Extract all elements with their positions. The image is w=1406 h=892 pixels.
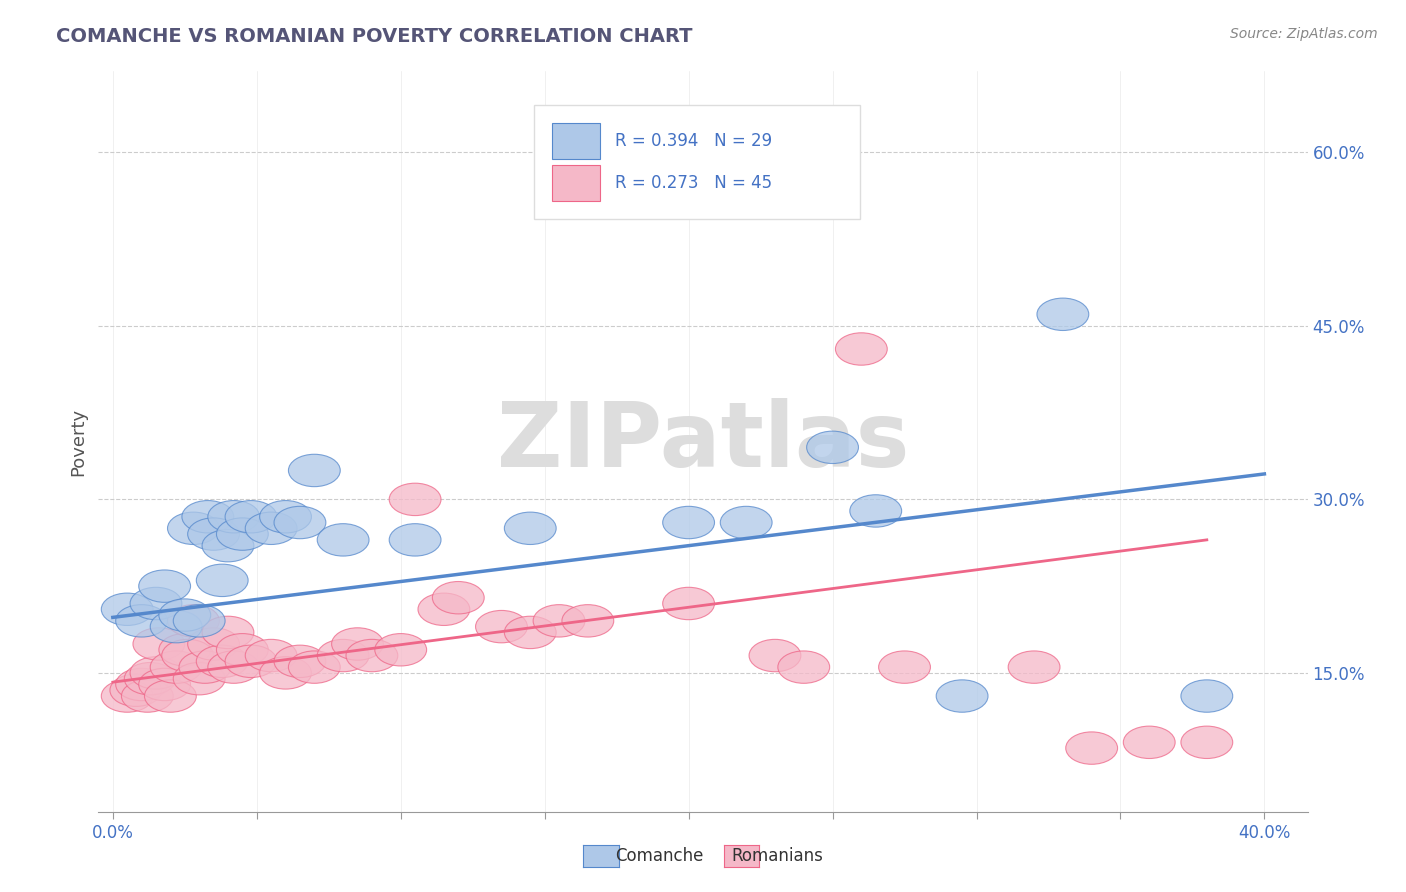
Ellipse shape [217, 633, 269, 666]
Ellipse shape [505, 616, 557, 648]
Ellipse shape [217, 518, 269, 550]
Ellipse shape [849, 495, 901, 527]
Ellipse shape [134, 628, 184, 660]
Ellipse shape [749, 640, 801, 672]
Ellipse shape [131, 587, 181, 620]
Text: Comanche: Comanche [614, 847, 703, 865]
Ellipse shape [124, 663, 176, 695]
Ellipse shape [318, 524, 368, 556]
Ellipse shape [173, 605, 225, 637]
Ellipse shape [1123, 726, 1175, 758]
Ellipse shape [150, 610, 202, 643]
Text: R = 0.273   N = 45: R = 0.273 N = 45 [614, 174, 772, 192]
Ellipse shape [245, 512, 297, 544]
Ellipse shape [101, 593, 153, 625]
Ellipse shape [389, 483, 441, 516]
Ellipse shape [288, 651, 340, 683]
Ellipse shape [1038, 298, 1088, 331]
Ellipse shape [202, 530, 254, 562]
Ellipse shape [662, 507, 714, 539]
Ellipse shape [159, 633, 211, 666]
Ellipse shape [562, 605, 614, 637]
Ellipse shape [662, 587, 714, 620]
Ellipse shape [121, 680, 173, 712]
Ellipse shape [110, 674, 162, 706]
Ellipse shape [1008, 651, 1060, 683]
Ellipse shape [533, 605, 585, 637]
Ellipse shape [187, 518, 239, 550]
Ellipse shape [274, 645, 326, 678]
Ellipse shape [375, 633, 426, 666]
Ellipse shape [115, 668, 167, 701]
Text: Romanians: Romanians [731, 847, 823, 865]
Ellipse shape [389, 524, 441, 556]
Ellipse shape [150, 651, 202, 683]
Ellipse shape [179, 651, 231, 683]
Ellipse shape [245, 640, 297, 672]
Ellipse shape [475, 610, 527, 643]
Y-axis label: Poverty: Poverty [69, 408, 87, 475]
Ellipse shape [167, 512, 219, 544]
Text: ZIPatlas: ZIPatlas [496, 398, 910, 485]
Ellipse shape [145, 680, 197, 712]
Ellipse shape [162, 640, 214, 672]
Ellipse shape [274, 507, 326, 539]
Ellipse shape [318, 640, 368, 672]
Ellipse shape [260, 657, 312, 690]
FancyBboxPatch shape [551, 123, 600, 159]
Ellipse shape [115, 605, 167, 637]
Ellipse shape [208, 500, 260, 533]
Text: COMANCHE VS ROMANIAN POVERTY CORRELATION CHART: COMANCHE VS ROMANIAN POVERTY CORRELATION… [56, 27, 693, 45]
Ellipse shape [288, 454, 340, 487]
Ellipse shape [202, 616, 254, 648]
Ellipse shape [1066, 732, 1118, 764]
Ellipse shape [139, 570, 191, 602]
Ellipse shape [1181, 680, 1233, 712]
Ellipse shape [720, 507, 772, 539]
FancyBboxPatch shape [551, 165, 600, 201]
Ellipse shape [778, 651, 830, 683]
Ellipse shape [346, 640, 398, 672]
Ellipse shape [197, 645, 247, 678]
Ellipse shape [433, 582, 484, 614]
Ellipse shape [101, 680, 153, 712]
Ellipse shape [159, 599, 211, 632]
Ellipse shape [131, 657, 181, 690]
Ellipse shape [225, 645, 277, 678]
Text: Source: ZipAtlas.com: Source: ZipAtlas.com [1230, 27, 1378, 41]
Ellipse shape [173, 663, 225, 695]
Ellipse shape [418, 593, 470, 625]
Ellipse shape [139, 668, 191, 701]
Ellipse shape [181, 500, 233, 533]
Ellipse shape [879, 651, 931, 683]
Ellipse shape [225, 500, 277, 533]
FancyBboxPatch shape [534, 104, 860, 219]
Ellipse shape [260, 500, 312, 533]
Ellipse shape [332, 628, 384, 660]
Text: R = 0.394   N = 29: R = 0.394 N = 29 [614, 132, 772, 150]
Ellipse shape [187, 628, 239, 660]
Ellipse shape [167, 605, 219, 637]
Ellipse shape [807, 431, 859, 464]
Ellipse shape [197, 564, 247, 597]
Ellipse shape [505, 512, 557, 544]
Ellipse shape [208, 651, 260, 683]
Ellipse shape [936, 680, 988, 712]
Ellipse shape [835, 333, 887, 365]
Ellipse shape [1181, 726, 1233, 758]
